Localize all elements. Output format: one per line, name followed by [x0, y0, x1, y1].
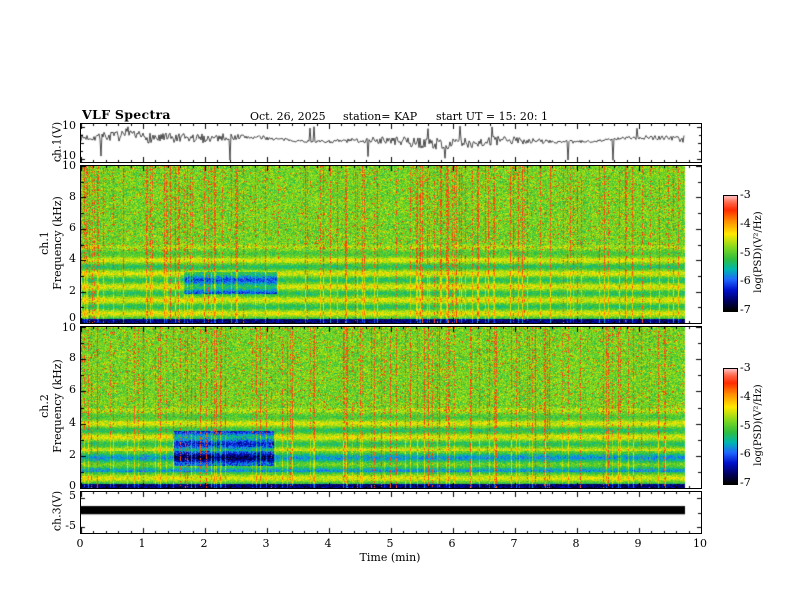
- x-axis-tick-label: 4: [324, 537, 332, 550]
- x-axis-tick-label: 6: [448, 537, 456, 550]
- ch1-frequency-tick-label: 4: [69, 252, 76, 265]
- colorbar-tick-label: -6: [740, 274, 751, 288]
- ch1-frequency-tick-label: 6: [69, 221, 76, 234]
- x-axis-tick-label: 2: [200, 537, 208, 550]
- x-axis-tick-label: 8: [572, 537, 580, 550]
- plot-date: Oct. 26, 2025: [250, 110, 326, 123]
- colorbar-tick-label: -5: [740, 418, 751, 432]
- colorbar-tick-label: -3: [740, 188, 751, 201]
- plot-title: VLF Spectra: [82, 107, 171, 122]
- plot-start-ut: start UT = 15: 20: 1: [436, 110, 549, 123]
- ch2-spectrogram-canvas: [80, 326, 702, 489]
- colorbar-tick-label: -4: [740, 216, 751, 230]
- colorbar-tick-label: -7: [740, 476, 751, 489]
- ch2-frequency-tick-label: 2: [69, 448, 76, 461]
- x-axis-tick-label: 7: [510, 537, 518, 550]
- colorbar2: [723, 368, 738, 485]
- ch2-frequency-tick-label: 0: [69, 479, 76, 492]
- ch1-frequency-tick-label: 2: [69, 284, 76, 297]
- x-axis-tick-label: 10: [693, 537, 707, 550]
- colorbar-tick-label: -7: [740, 303, 751, 316]
- colorbar-tick-label: -6: [740, 447, 751, 461]
- ch1-frequency-tick-label: 10: [62, 159, 76, 172]
- ch3-voltage-canvas: [80, 491, 702, 534]
- ch3-voltage-tick-label: -5: [65, 519, 76, 532]
- ch2-frequency-tick-label: 6: [69, 383, 76, 396]
- ch2-frequency-tick-label: 8: [69, 351, 76, 364]
- ch2-frequency-tick-label: 4: [69, 416, 76, 429]
- x-axis-tick-label: 9: [634, 537, 642, 550]
- ch2-label: ch.2: [37, 394, 51, 418]
- x-axis-tick-label: 1: [138, 537, 146, 550]
- ch2-frequency-axis-label: ch.2 Frequency (kHz): [38, 359, 64, 453]
- x-axis-tick-label: 3: [262, 537, 270, 550]
- ch1-voltage-tick-label: -10: [58, 149, 76, 162]
- x-axis-tick-label: 5: [386, 537, 394, 550]
- colorbar-tick-label: -3: [740, 361, 751, 374]
- ch1-label: ch.1: [37, 231, 51, 255]
- x-axis-tick-label: 0: [76, 537, 84, 550]
- frequency-unit-label: Frequency (kHz): [51, 196, 64, 290]
- ch1-voltage-tick-label: 10: [62, 119, 76, 132]
- ch1-frequency-axis-label: ch.1 Frequency (kHz): [38, 196, 64, 290]
- frequency-unit-label: Frequency (kHz): [51, 359, 64, 453]
- ch3-voltage-tick-label: 5: [69, 489, 76, 502]
- ch2-frequency-tick-label: 10: [62, 321, 76, 334]
- x-axis-title: Time (min): [359, 551, 421, 564]
- colorbar-tick-label: -4: [740, 389, 751, 403]
- colorbar-tick-label: -5: [740, 245, 751, 259]
- ch1-frequency-tick-label: 8: [69, 190, 76, 203]
- colorbar2-axis-label: log(PSD)(V²/Hz): [753, 384, 764, 466]
- ch1-frequency-tick-label: 0: [69, 311, 76, 324]
- plot-station: station= KAP: [343, 110, 418, 123]
- ch1-waveform-canvas: [80, 123, 702, 163]
- ch1-spectrogram-canvas: [80, 165, 702, 324]
- colorbar1-axis-label: log(PSD)(V²/Hz): [753, 211, 764, 293]
- colorbar1: [723, 195, 738, 312]
